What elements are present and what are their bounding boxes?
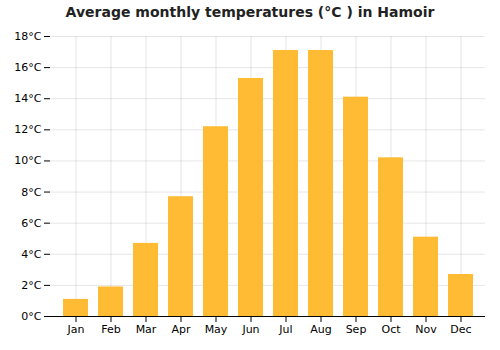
- svg-text:18°C: 18°C: [14, 30, 41, 43]
- svg-text:14°C: 14°C: [14, 92, 41, 105]
- svg-text:8°C: 8°C: [21, 186, 41, 199]
- svg-text:Jun: Jun: [241, 323, 259, 336]
- svg-text:2°C: 2°C: [21, 279, 41, 292]
- svg-text:Feb: Feb: [101, 323, 120, 336]
- svg-text:Nov: Nov: [415, 323, 437, 336]
- svg-text:Dec: Dec: [450, 323, 471, 336]
- svg-text:12°C: 12°C: [14, 123, 41, 136]
- svg-text:Sep: Sep: [346, 323, 367, 336]
- svg-text:Apr: Apr: [171, 323, 191, 336]
- svg-text:Mar: Mar: [136, 323, 157, 336]
- svg-text:Aug: Aug: [310, 323, 331, 336]
- html-text:Average monthly temperatures (: Average monthly temperatures (°C ) in Ha…: [65, 4, 435, 20]
- svg-text:6°C: 6°C: [21, 217, 41, 230]
- svg-text:4°C: 4°C: [21, 248, 41, 261]
- svg-text:16°C: 16°C: [14, 61, 41, 74]
- svg-text:0°C: 0°C: [21, 310, 41, 323]
- svg-text:Oct: Oct: [381, 323, 401, 336]
- svg-text:Jul: Jul: [278, 323, 292, 336]
- svg-text:May: May: [205, 323, 228, 336]
- svg-text:10°C: 10°C: [14, 154, 41, 167]
- svg-text:Jan: Jan: [67, 323, 85, 336]
